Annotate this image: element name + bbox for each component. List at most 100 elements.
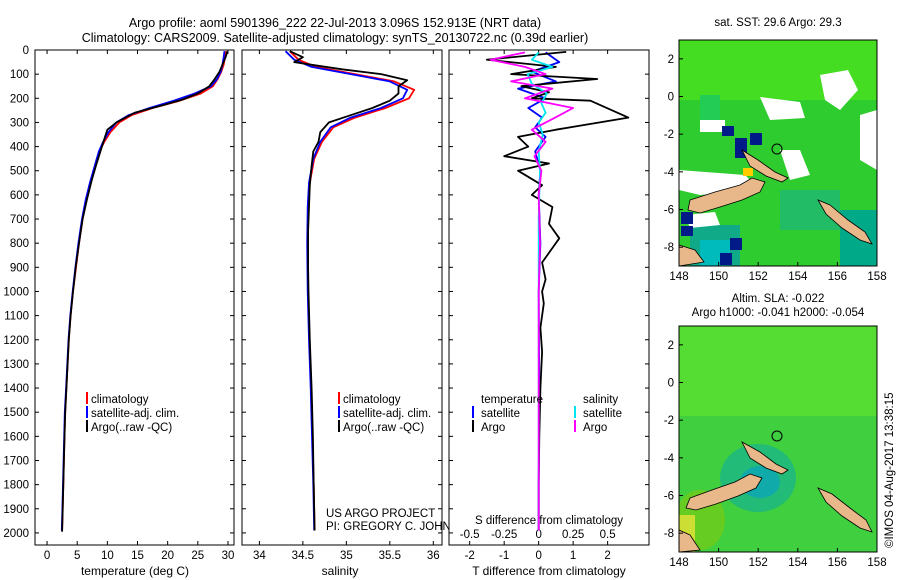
lat-tick-label: -6 xyxy=(664,491,674,503)
depth-tick-label: 1600 xyxy=(3,431,29,443)
lon-tick-label: 150 xyxy=(709,557,728,569)
s-tick-label: 0.25 xyxy=(562,529,584,541)
series-line-s-argo xyxy=(489,51,574,531)
sla-map-title: Altim. SLA: -0.022 xyxy=(732,293,825,305)
depth-tick-label: 1100 xyxy=(4,311,29,323)
series-line-t-argo xyxy=(485,51,630,531)
land-png xyxy=(679,529,701,552)
sst-cold-pixel xyxy=(722,126,734,136)
legend-label-climatology: climatology xyxy=(343,394,401,406)
lat-tick-label: -4 xyxy=(664,167,675,179)
difference-lines xyxy=(485,51,630,531)
sst-cold-pixel xyxy=(681,226,693,236)
x-tick-label: 1 xyxy=(570,550,576,562)
sla-map-subtitle: Argo h1000: -0.041 h2000: -0.054 xyxy=(692,307,865,319)
x-tick-label: 0 xyxy=(44,550,50,562)
sla-map: Altim. SLA: -0.022 Argo h1000: -0.041 h2… xyxy=(664,293,887,569)
lon-tick-label: 148 xyxy=(669,271,688,283)
legend-label-argo: Argo(..raw -QC) xyxy=(91,422,172,434)
depth-tick-label: 1500 xyxy=(3,407,29,419)
imos-credit: ©IMOS 04-Aug-2017 13:38:15 xyxy=(884,392,896,548)
depth-tick-label: 2000 xyxy=(3,528,29,540)
temperature-plot-frame xyxy=(34,49,235,546)
project-annotation: US ARGO PROJECT xyxy=(326,508,435,520)
lat-tick-label: -8 xyxy=(664,528,674,540)
land-new-ireland xyxy=(741,148,789,183)
legend-title-salinity: salinity xyxy=(583,394,618,406)
depth-tick-label: 1700 xyxy=(3,455,29,467)
figure-title-line1: Argo profile: aoml 5901396_222 22-Jul-20… xyxy=(129,16,541,30)
land-png xyxy=(679,244,705,266)
depth-tick-label: 800 xyxy=(10,238,29,250)
temperature-xlabel: temperature (deg C) xyxy=(81,564,189,578)
legend-title-temperature: temperature xyxy=(481,394,543,406)
temperature-legend: climatology satellite-adj. clim. Argo(..… xyxy=(86,392,179,434)
x-tick-label: 15 xyxy=(131,550,144,562)
x-tick-label: 5 xyxy=(74,550,80,562)
sla-high-band xyxy=(679,326,877,416)
x-tick-label: -1 xyxy=(499,550,509,562)
land-bougainville xyxy=(817,487,873,533)
lon-tick-label: 154 xyxy=(788,271,808,283)
salinity-plot-frame xyxy=(241,49,443,546)
sst-patch xyxy=(700,95,720,125)
figure-title-line2: Climatology: CARS2009. Satellite-adjuste… xyxy=(82,31,589,45)
sst-map-title: sat. SST: 29.6 Argo: 29.3 xyxy=(714,17,841,29)
salinity-ticks: 34 34.5 35 35.5 36 xyxy=(242,49,442,562)
sst-map-field xyxy=(679,40,877,266)
sst-map: sat. SST: 29.6 Argo: 29.3 xyxy=(664,17,887,283)
sla-map-frame xyxy=(678,325,878,553)
lat-tick-label: -2 xyxy=(664,129,674,141)
salinity-legend: climatology satellite-adj. clim. Argo(..… xyxy=(338,392,431,434)
lon-tick-label: 156 xyxy=(828,271,847,283)
x-tick-label: 34.5 xyxy=(292,550,314,562)
lat-tick-label: 2 xyxy=(668,340,674,352)
cloud-gap xyxy=(860,110,877,170)
lat-tick-label: 0 xyxy=(668,92,674,104)
legend-label-climatology: climatology xyxy=(91,394,149,406)
land-new-britain xyxy=(685,473,763,511)
depth-tick-label: 1200 xyxy=(3,335,29,347)
difference-legend: temperature salinity satellite Argo sate… xyxy=(472,394,622,434)
argo-position-marker xyxy=(771,430,783,442)
x-tick-label: 10 xyxy=(101,550,114,562)
sst-cold-pixel xyxy=(681,212,693,224)
lon-tick-label: 150 xyxy=(709,271,728,283)
legend-label-t-satellite: satellite xyxy=(481,408,520,420)
cloud-gap xyxy=(780,150,810,180)
depth-tick-label: 200 xyxy=(10,93,29,105)
series-line-argo-raw-qc- xyxy=(289,50,409,531)
depth-tick-label: 100 xyxy=(10,69,29,81)
x-tick-label: 20 xyxy=(161,550,174,562)
temperature-lines xyxy=(60,50,229,532)
sst-warm-pixel xyxy=(743,168,753,176)
x-tick-label: 35.5 xyxy=(379,550,401,562)
depth-tick-label: 1000 xyxy=(3,286,29,298)
lat-tick-label: -8 xyxy=(664,242,674,254)
sst-map-axes: 148 150 152 154 156 158 2 0 -2 -4 -6 -8 xyxy=(664,54,887,283)
s-tick-label: -0.5 xyxy=(460,529,480,541)
lat-tick-label: -2 xyxy=(664,415,674,427)
depth-tick-label: 0 xyxy=(23,45,29,57)
lon-tick-label: 152 xyxy=(749,271,768,283)
lon-tick-label: 158 xyxy=(867,271,886,283)
x-tick-label: 34 xyxy=(253,550,266,562)
salinity-lines xyxy=(284,50,416,531)
x-tick-label: 36 xyxy=(427,550,440,562)
lon-tick-label: 152 xyxy=(749,557,768,569)
difference-panel: -2 -1 0 1 2 -0.5 -0.25 0 0.25 0.5 S difference fr… xyxy=(448,49,650,578)
cloud-gap xyxy=(760,97,805,120)
s-difference-xlabel: S difference from climatology xyxy=(475,515,623,527)
lat-tick-label: -6 xyxy=(664,205,674,217)
legend-label-satellite: satellite-adj. clim. xyxy=(343,408,431,420)
sla-map-axes: 148 150 152 154 156 158 2 0 -2 -4 -6 -8 xyxy=(664,340,887,569)
depth-tick-label: 1300 xyxy=(3,359,29,371)
cloud-gap xyxy=(685,212,720,228)
depth-tick-label: 1800 xyxy=(3,480,29,492)
legend-label-s-satellite: satellite xyxy=(583,408,622,420)
land-new-britain xyxy=(687,177,766,214)
lon-tick-label: 156 xyxy=(828,557,847,569)
argo-position-marker xyxy=(771,143,783,155)
t-difference-xlabel: T difference from climatology xyxy=(472,564,626,578)
